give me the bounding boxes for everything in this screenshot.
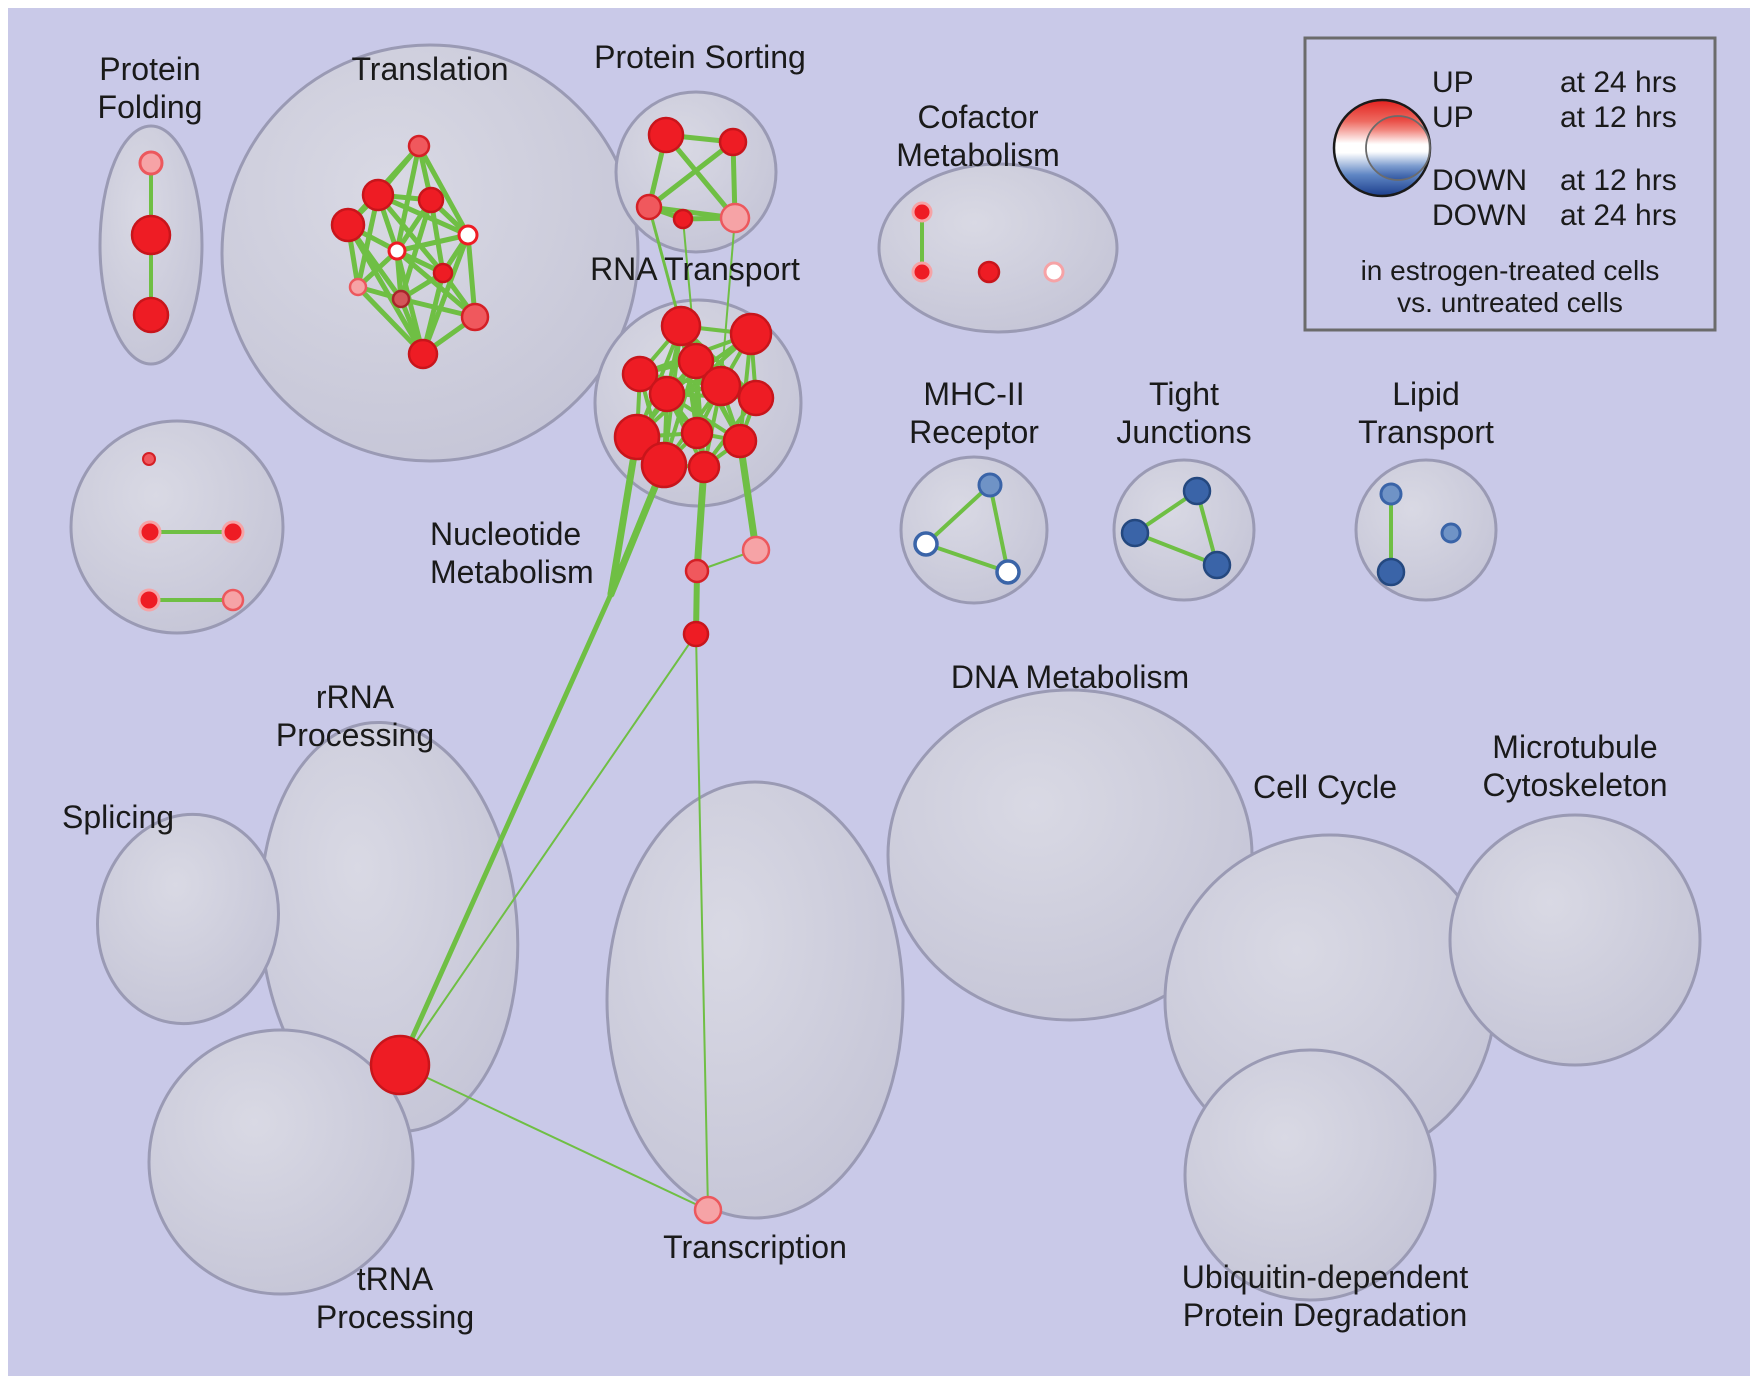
svg-text:at 24 hrs: at 24 hrs xyxy=(1560,66,1677,99)
svg-text:tRNA: tRNA xyxy=(357,1261,434,1297)
svg-text:Metabolism: Metabolism xyxy=(430,554,594,590)
svg-text:DNA Metabolism: DNA Metabolism xyxy=(951,659,1189,695)
svg-text:Folding: Folding xyxy=(98,89,203,125)
svg-text:Splicing: Splicing xyxy=(62,799,174,835)
svg-text:Metabolism: Metabolism xyxy=(896,137,1060,173)
svg-text:Ubiquitin-dependent: Ubiquitin-dependent xyxy=(1182,1259,1469,1295)
svg-text:Processing: Processing xyxy=(276,717,434,753)
svg-text:Microtubule: Microtubule xyxy=(1492,729,1657,765)
svg-text:Nucleotide: Nucleotide xyxy=(430,516,581,552)
svg-text:UP: UP xyxy=(1432,66,1474,99)
svg-text:rRNA: rRNA xyxy=(316,679,395,715)
svg-text:in estrogen-treated cells: in estrogen-treated cells xyxy=(1361,255,1660,286)
svg-text:Lipid: Lipid xyxy=(1392,376,1460,412)
svg-text:Receptor: Receptor xyxy=(909,414,1039,450)
svg-text:Cytoskeleton: Cytoskeleton xyxy=(1483,767,1668,803)
svg-text:MHC-II: MHC-II xyxy=(923,376,1024,412)
svg-text:vs. untreated cells: vs. untreated cells xyxy=(1397,287,1623,318)
svg-text:Protein Degradation: Protein Degradation xyxy=(1183,1297,1468,1333)
svg-text:Cell Cycle: Cell Cycle xyxy=(1253,769,1397,805)
svg-text:Transport: Transport xyxy=(1358,414,1494,450)
svg-text:Cofactor: Cofactor xyxy=(918,99,1039,135)
svg-text:Processing: Processing xyxy=(316,1299,474,1335)
svg-text:Protein: Protein xyxy=(99,51,200,87)
svg-text:DOWN: DOWN xyxy=(1432,164,1527,197)
svg-text:RNA Transport: RNA Transport xyxy=(590,251,800,287)
svg-text:Tight: Tight xyxy=(1149,376,1219,412)
svg-text:Protein Sorting: Protein Sorting xyxy=(594,39,806,75)
svg-text:Junctions: Junctions xyxy=(1116,414,1251,450)
svg-text:UP: UP xyxy=(1432,101,1474,134)
svg-text:at 12 hrs: at 12 hrs xyxy=(1560,164,1677,197)
svg-text:at 12 hrs: at 12 hrs xyxy=(1560,101,1677,134)
svg-text:Transcription: Transcription xyxy=(663,1229,847,1265)
svg-text:DOWN: DOWN xyxy=(1432,199,1527,232)
svg-text:at 24 hrs: at 24 hrs xyxy=(1560,199,1677,232)
svg-text:Translation: Translation xyxy=(351,51,508,87)
